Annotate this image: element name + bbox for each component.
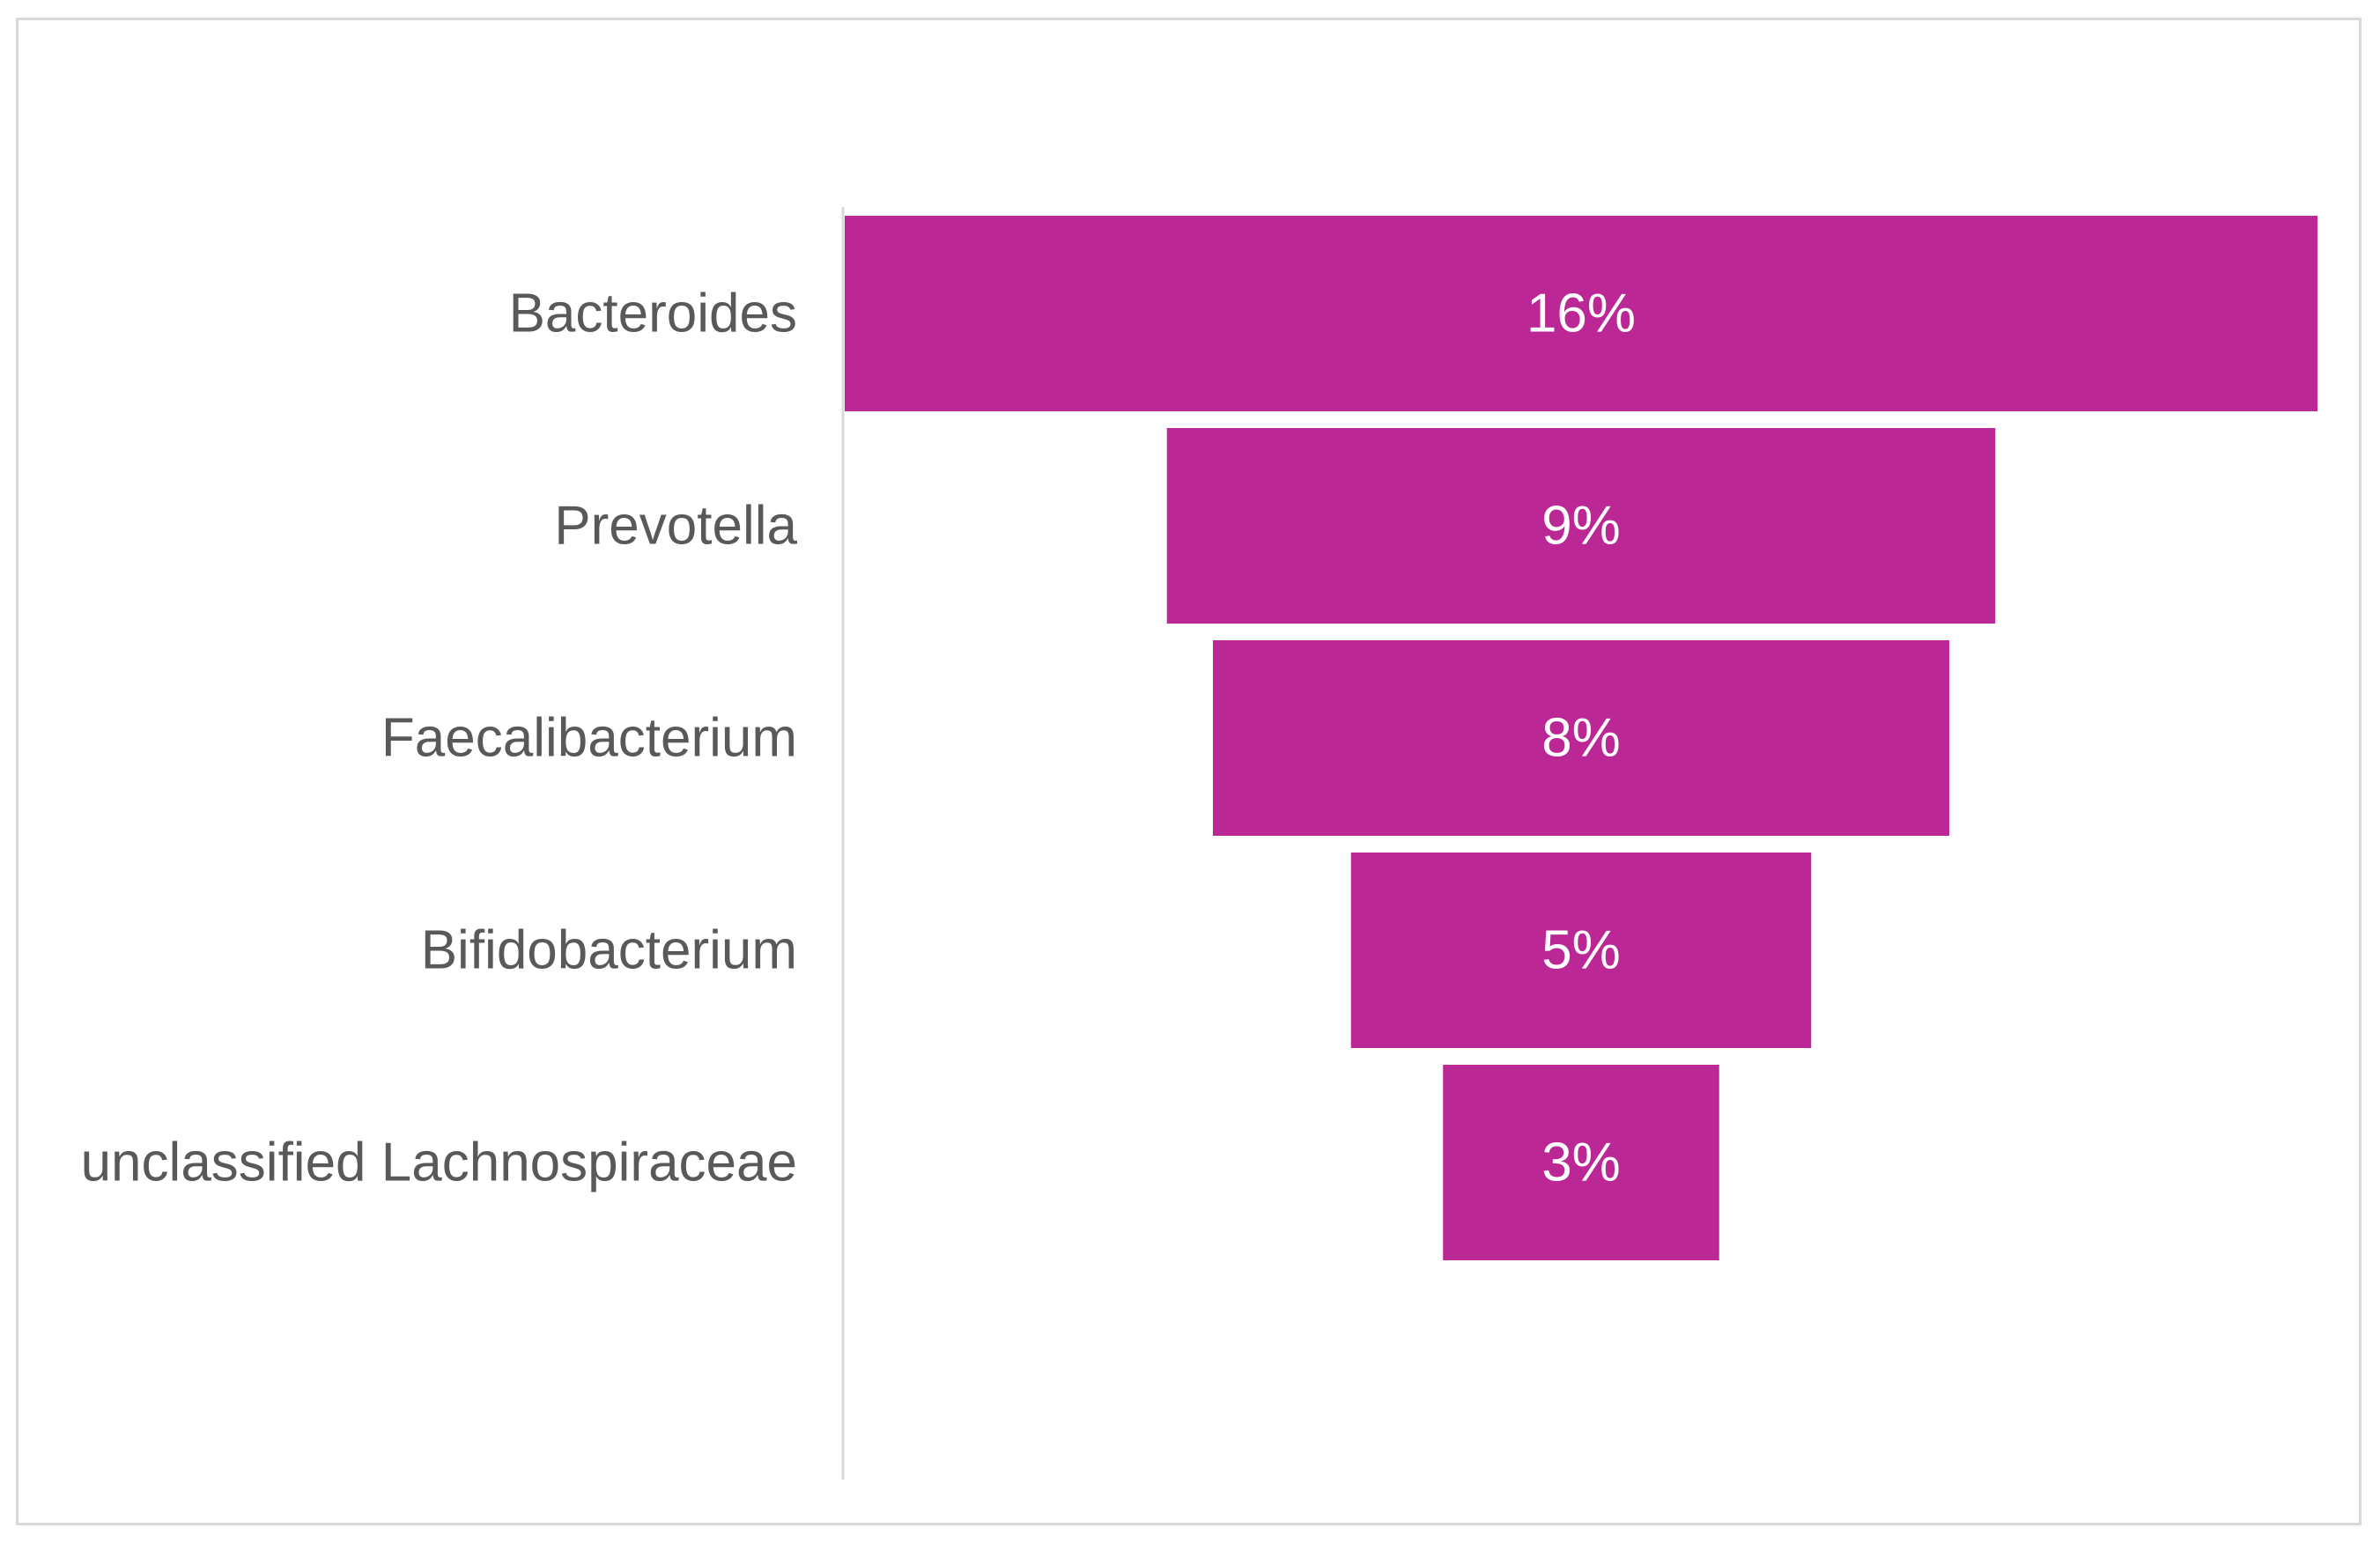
bar-value-label: 8%	[1541, 708, 1621, 769]
funnel-bar	[1443, 1065, 1719, 1260]
funnel-bar	[845, 216, 2317, 411]
category-label: unclassified Lachnospiraceae	[81, 1133, 797, 1193]
funnel-bar	[1350, 853, 1812, 1048]
funnel-bar	[1213, 640, 1949, 836]
bar-value-label: 16%	[1526, 284, 1636, 344]
category-label: Bifidobacterium	[421, 920, 797, 981]
labels-layer: 16% Bacteroides 9% Prevotella 8% Faecalibacte…	[81, 284, 1636, 1193]
category-label: Prevotella	[554, 496, 797, 557]
funnel-bar	[1166, 428, 1996, 624]
bar-value-label: 5%	[1541, 920, 1621, 981]
bar-value-label: 3%	[1541, 1133, 1621, 1193]
category-label: Bacteroides	[509, 284, 797, 344]
bar-value-label: 9%	[1541, 496, 1621, 557]
bars-layer	[845, 216, 2317, 1260]
category-label: Faecalibacterium	[381, 708, 797, 769]
